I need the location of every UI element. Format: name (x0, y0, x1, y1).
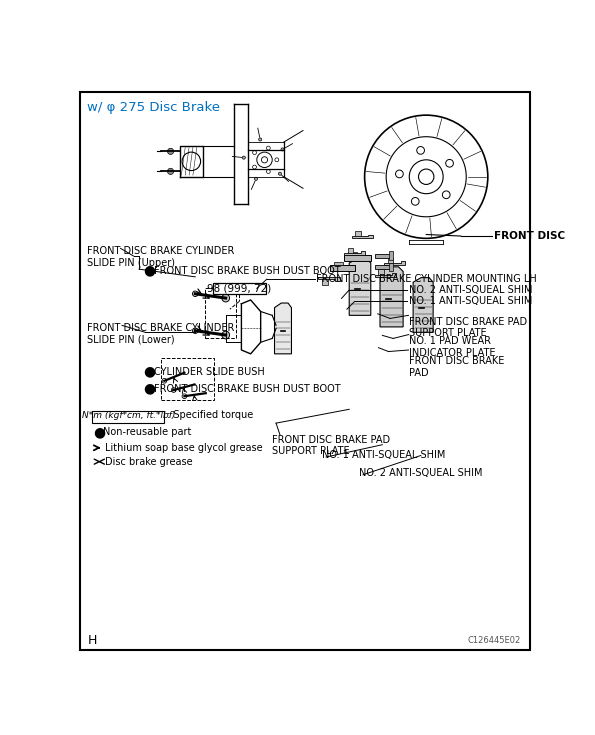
Bar (334, 262, 343, 265)
Polygon shape (344, 251, 365, 255)
Text: H: H (87, 634, 97, 647)
Text: Non-reusable part: Non-reusable part (103, 427, 191, 437)
Bar (205, 288, 236, 338)
Bar (375, 254, 392, 257)
Circle shape (281, 148, 284, 151)
Bar (389, 263, 393, 271)
Polygon shape (274, 303, 292, 354)
Circle shape (275, 158, 278, 162)
Polygon shape (380, 267, 403, 327)
Text: ●: ● (143, 365, 156, 379)
Text: Disc brake grease: Disc brake grease (105, 456, 193, 467)
Text: FRONT DISC BRAKE CYLINDER MOUNTING LH: FRONT DISC BRAKE CYLINDER MOUNTING LH (316, 274, 537, 284)
Circle shape (222, 331, 230, 339)
Polygon shape (349, 259, 371, 315)
Text: FRONT DISC BRAKE CYLINDER
SLIDE PIN (Lower): FRONT DISC BRAKE CYLINDER SLIDE PIN (Low… (87, 323, 235, 345)
Text: FRONT DISC: FRONT DISC (494, 231, 565, 241)
Circle shape (396, 170, 403, 178)
FancyBboxPatch shape (212, 283, 265, 294)
Text: ●: ● (93, 426, 105, 440)
Circle shape (278, 172, 281, 175)
Bar (161, 358, 214, 400)
Text: ●: ● (143, 381, 156, 395)
Polygon shape (318, 277, 340, 281)
Circle shape (168, 148, 174, 154)
Polygon shape (388, 257, 393, 263)
Text: N*m (kgf*cm, ft.*lbf): N*m (kgf*cm, ft.*lbf) (82, 411, 175, 420)
Circle shape (443, 191, 450, 198)
Text: 98 (999, 72): 98 (999, 72) (207, 284, 271, 293)
Bar (330, 265, 355, 270)
Circle shape (267, 146, 270, 150)
Bar (389, 251, 393, 260)
Polygon shape (352, 234, 373, 238)
Circle shape (411, 198, 419, 205)
Text: : Specified torque: : Specified torque (167, 410, 253, 420)
Circle shape (259, 138, 262, 141)
Polygon shape (378, 269, 384, 275)
Polygon shape (347, 248, 353, 253)
Polygon shape (355, 231, 361, 236)
Circle shape (416, 146, 424, 154)
Text: NO. 2 ANTI-SQUEAL SHIM: NO. 2 ANTI-SQUEAL SHIM (359, 468, 483, 478)
Text: NO. 2 ANTI-SQUEAL SHIM: NO. 2 ANTI-SQUEAL SHIM (409, 285, 532, 295)
Circle shape (418, 169, 434, 184)
Text: CYLINDER SLIDE BUSH: CYLINDER SLIDE BUSH (154, 367, 264, 376)
Circle shape (255, 177, 258, 180)
Circle shape (446, 159, 453, 167)
Polygon shape (413, 278, 433, 332)
Text: FRONT DISC BRAKE CYLINDER
SLIDE PIN (Upper): FRONT DISC BRAKE CYLINDER SLIDE PIN (Upp… (87, 246, 235, 268)
Bar (347, 252, 357, 255)
Polygon shape (322, 279, 328, 284)
Polygon shape (384, 262, 405, 265)
Circle shape (253, 165, 256, 169)
Polygon shape (375, 273, 396, 277)
Text: Lithium soap base glycol grease: Lithium soap base glycol grease (105, 442, 263, 453)
Text: FRONT DISC BRAKE
PAD: FRONT DISC BRAKE PAD (409, 356, 504, 378)
Text: FRONT DISC BRAKE PAD
SUPPORT PLATE: FRONT DISC BRAKE PAD SUPPORT PLATE (272, 434, 390, 456)
Circle shape (168, 168, 174, 174)
Circle shape (242, 156, 245, 159)
Text: FRONT DISC BRAKE BUSH DUST BOOT: FRONT DISC BRAKE BUSH DUST BOOT (154, 265, 340, 276)
Bar (375, 265, 392, 269)
Text: FRONT DISC BRAKE BUSH DUST BOOT: FRONT DISC BRAKE BUSH DUST BOOT (154, 384, 340, 393)
FancyBboxPatch shape (92, 411, 164, 423)
Text: C126445E02: C126445E02 (468, 636, 521, 645)
Circle shape (267, 170, 270, 173)
Text: NO. 1 ANTI-SQUEAL SHIM: NO. 1 ANTI-SQUEAL SHIM (322, 451, 446, 461)
Text: FRONT DISC BRAKE PAD
SUPPORT PLATE: FRONT DISC BRAKE PAD SUPPORT PLATE (409, 317, 527, 339)
Circle shape (253, 151, 256, 154)
Text: NO. 1 PAD WEAR
INDICATOR PLATE: NO. 1 PAD WEAR INDICATOR PLATE (409, 336, 495, 358)
Bar (344, 255, 371, 262)
Text: ●: ● (143, 264, 156, 278)
Text: w/ φ 275 Disc Brake: w/ φ 275 Disc Brake (87, 101, 220, 114)
Text: NO. 1 ANTI-SQUEAL SHIM: NO. 1 ANTI-SQUEAL SHIM (409, 296, 532, 306)
Circle shape (222, 294, 230, 302)
